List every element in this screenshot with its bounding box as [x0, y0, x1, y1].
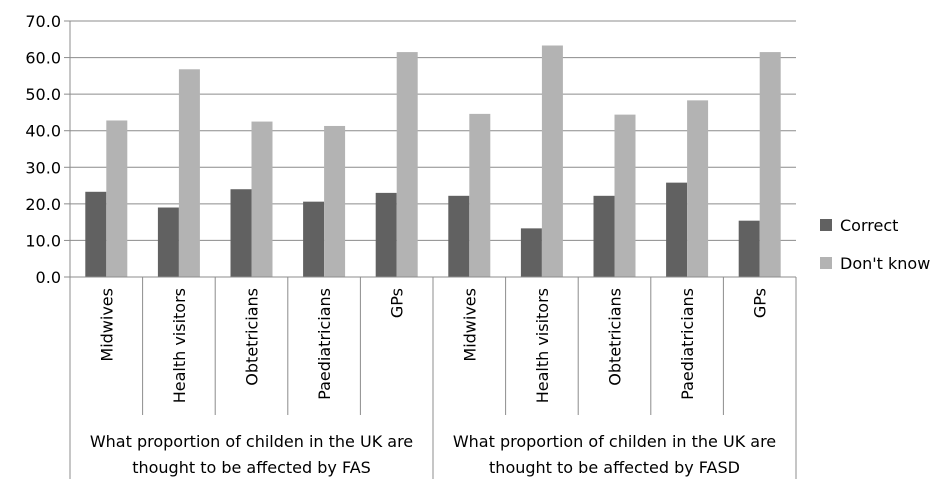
- y-tick-label: 0.0: [36, 268, 61, 287]
- y-tick-label: 70.0: [25, 12, 61, 31]
- bar-dont-know: [106, 120, 128, 277]
- bars: [85, 45, 781, 278]
- bar-correct: [303, 201, 325, 277]
- bar-dont-know: [687, 100, 709, 277]
- y-tick-label: 50.0: [25, 85, 61, 104]
- bar-correct: [520, 228, 542, 277]
- category-label: Paediatricians: [678, 288, 697, 400]
- bar-dont-know: [324, 125, 346, 278]
- group-label: What proportion of childen in the UK are: [90, 432, 413, 451]
- legend-label: Don't know: [840, 254, 930, 273]
- bar-correct: [230, 189, 252, 277]
- bar-correct: [85, 191, 107, 277]
- y-tick-label: 40.0: [25, 122, 61, 141]
- legend-swatch: [820, 257, 832, 269]
- bar-dont-know: [178, 69, 200, 277]
- bar-correct: [375, 192, 397, 277]
- group-label: What proportion of childen in the UK are: [453, 432, 776, 451]
- legend-label: Correct: [840, 216, 898, 235]
- bar-dont-know: [614, 114, 636, 277]
- category-label: Paediatricians: [315, 288, 334, 400]
- bar-correct: [666, 182, 688, 277]
- category-label: Obtetricians: [243, 288, 262, 386]
- x-axis: Midwives Health visitors Obtetricians Paedi…: [69, 276, 797, 479]
- bar-dont-know: [396, 52, 418, 278]
- y-tick-label: 10.0: [25, 231, 61, 250]
- category-label: Health visitors: [533, 288, 552, 403]
- legend: Correct Don't know: [820, 216, 930, 273]
- category-label: GPs: [388, 288, 407, 318]
- bar-correct: [738, 220, 760, 277]
- y-tick-label: 20.0: [25, 195, 61, 214]
- bar-correct: [157, 207, 179, 277]
- category-label: Obtetricians: [606, 288, 625, 386]
- legend-swatch: [820, 219, 832, 231]
- y-tick-label: 60.0: [25, 49, 61, 68]
- bar-dont-know: [251, 121, 273, 277]
- bar-dont-know: [759, 52, 781, 278]
- category-label: GPs: [751, 288, 770, 318]
- bar-correct: [448, 195, 470, 277]
- category-label: Health visitors: [170, 288, 189, 403]
- bar-dont-know: [469, 113, 491, 278]
- group-label: thought to be affected by FAS: [132, 458, 371, 477]
- y-tick-label: 30.0: [25, 158, 61, 177]
- group-label: thought to be affected by FASD: [489, 458, 740, 477]
- y-axis: 0.0 10.0 20.0 30.0 40.0 50.0 60.0 70.0: [25, 12, 71, 287]
- bar-correct: [593, 195, 615, 277]
- bar-dont-know: [541, 45, 563, 278]
- category-label: Midwives: [97, 288, 116, 362]
- category-label: Midwives: [460, 288, 479, 362]
